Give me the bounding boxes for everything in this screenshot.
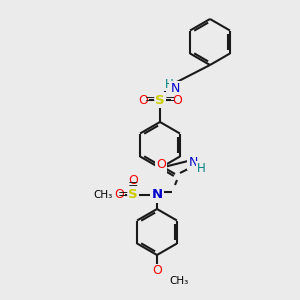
Text: H: H	[196, 161, 206, 175]
Text: O: O	[138, 94, 148, 106]
Text: N: N	[170, 82, 180, 94]
Text: H: H	[165, 77, 173, 91]
Text: O: O	[152, 265, 162, 278]
Text: =: =	[165, 94, 175, 106]
Text: N: N	[188, 155, 198, 169]
Text: O: O	[128, 175, 138, 188]
Text: O: O	[172, 94, 182, 106]
Text: O: O	[156, 158, 166, 172]
Text: O: O	[114, 188, 124, 202]
Text: =: =	[128, 178, 138, 191]
Text: CH₃: CH₃	[169, 276, 188, 286]
Text: =: =	[145, 94, 155, 106]
Text: CH₃: CH₃	[93, 190, 112, 200]
Text: =: =	[118, 188, 128, 202]
Text: S: S	[128, 188, 138, 202]
Text: N: N	[152, 188, 163, 202]
Text: S: S	[155, 94, 165, 106]
